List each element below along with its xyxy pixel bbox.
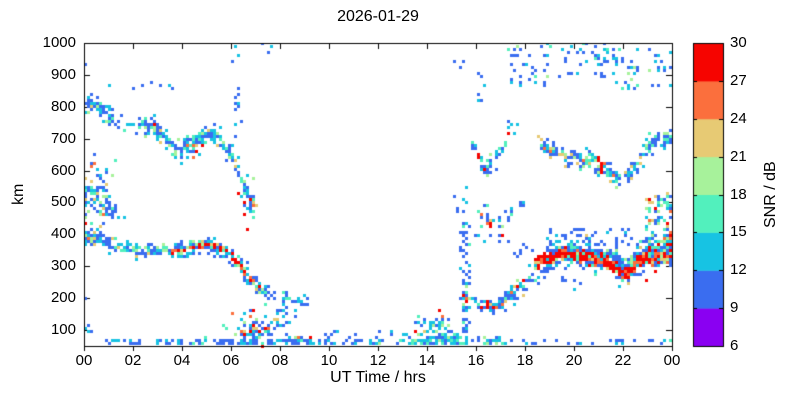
colorbar-label: SNR / dB bbox=[762, 161, 779, 228]
x-tick-label: 10 bbox=[320, 352, 338, 369]
y-tick-label: 800 bbox=[50, 97, 76, 115]
colorbar-tick-label: 15 bbox=[730, 223, 747, 241]
x-tick-label: 18 bbox=[516, 352, 534, 369]
y-tick-label: 500 bbox=[50, 193, 76, 211]
x-tick-label: 08 bbox=[271, 352, 289, 369]
plot-title: 2026-01-29 bbox=[337, 8, 419, 25]
colorbar-tick-label: 9 bbox=[730, 299, 739, 317]
colorbar-tick-label: 12 bbox=[730, 261, 747, 279]
y-tick-label: 700 bbox=[50, 129, 76, 147]
colorbar-tick-label: 6 bbox=[730, 337, 739, 354]
y-tick-label: 200 bbox=[50, 289, 76, 307]
y-tick-label: 400 bbox=[50, 225, 76, 243]
colorbar-tick-label: 18 bbox=[730, 185, 747, 203]
x-tick-label: 04 bbox=[173, 352, 191, 369]
y-tick-label: 600 bbox=[50, 161, 76, 179]
x-tick-label: 00 bbox=[75, 352, 93, 369]
x-tick-label: 00 bbox=[663, 352, 681, 369]
colorbar-tick-label: 21 bbox=[730, 147, 747, 165]
colorbar-tick-label: 30 bbox=[730, 34, 747, 51]
x-tick-label: 16 bbox=[467, 352, 485, 369]
x-tick-label: 14 bbox=[418, 352, 436, 369]
x-tick-label: 02 bbox=[124, 352, 142, 369]
colorbar-tick-label: 24 bbox=[730, 109, 747, 127]
x-tick-label: 22 bbox=[614, 352, 632, 369]
y-tick-label: 900 bbox=[50, 65, 76, 83]
colorbar-tick-label: 27 bbox=[730, 71, 747, 89]
x-tick-label: 20 bbox=[565, 352, 583, 369]
y-tick-label: 300 bbox=[50, 257, 76, 275]
y-tick-label: 100 bbox=[50, 321, 76, 339]
x-axis-label: UT Time / hrs bbox=[330, 369, 426, 386]
x-tick-label: 12 bbox=[369, 352, 387, 369]
x-tick-label: 06 bbox=[222, 352, 240, 369]
y-tick-label: 1000 bbox=[42, 34, 76, 51]
